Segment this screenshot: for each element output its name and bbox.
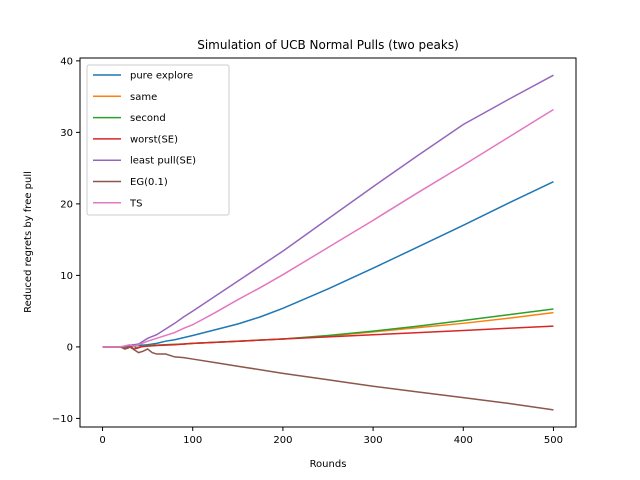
series-line-6 [102, 108, 554, 348]
legend-label: least pull(SE) [130, 156, 196, 167]
legend-label: TS [129, 198, 142, 209]
chart-title: Simulation of UCB Normal Pulls (two peak… [197, 38, 459, 52]
plot-area [102, 74, 554, 411]
x-tick-label: 400 [454, 435, 473, 446]
x-tick-label: 200 [273, 435, 292, 446]
x-axis: 0 100 200 300 400 500 [99, 427, 563, 446]
y-tick-label: 10 [60, 271, 73, 282]
y-tick-label: 0 [67, 342, 73, 353]
x-axis-label: Rounds [310, 459, 347, 470]
legend-label: EG(0.1) [130, 177, 168, 188]
series-line-3 [102, 325, 554, 350]
y-tick-label: 20 [60, 199, 73, 210]
x-tick-label: 100 [183, 435, 202, 446]
x-tick-label: 0 [99, 435, 105, 446]
series-line-5 [102, 346, 554, 411]
series-line-0 [102, 181, 554, 348]
legend-label: worst(SE) [130, 134, 178, 145]
legend: pure explore same second worst(SE) least pul… [86, 64, 230, 216]
y-tick-label: 40 [60, 56, 73, 67]
x-tick-label: 500 [544, 435, 563, 446]
y-tick-label: 30 [60, 128, 73, 139]
plot-frame [79, 57, 577, 428]
legend-label: pure explore [130, 71, 193, 82]
y-axis: −10 0 10 20 30 40 [52, 56, 80, 425]
y-tick-label: −10 [52, 414, 73, 425]
y-axis-label: Reduced regrets by free pull [23, 171, 34, 313]
legend-frame [86, 64, 230, 216]
legend-label: same [130, 92, 157, 103]
series-line-4 [102, 74, 554, 348]
x-tick-label: 300 [364, 435, 383, 446]
legend-label: second [130, 113, 166, 124]
